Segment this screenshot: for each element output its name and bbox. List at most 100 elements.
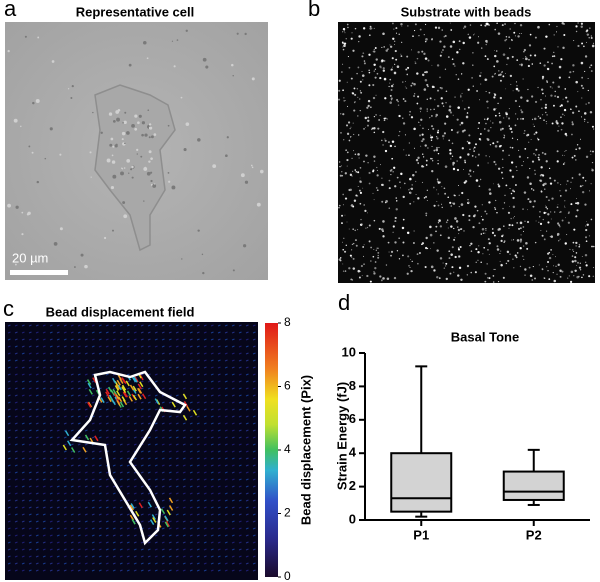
arrow	[168, 352, 172, 355]
speck	[231, 63, 234, 67]
bead	[535, 148, 538, 151]
arrow	[63, 534, 67, 537]
y-tick-label: 10	[342, 344, 356, 359]
bead	[347, 121, 351, 124]
arrow	[238, 380, 242, 383]
bead	[519, 265, 522, 268]
speck	[183, 148, 187, 152]
bead	[584, 120, 586, 122]
arrow	[140, 408, 144, 411]
arrow	[252, 324, 256, 327]
arrow	[128, 396, 133, 402]
bead	[441, 206, 443, 209]
arrow	[70, 485, 74, 488]
bead	[374, 47, 377, 49]
arrow	[133, 485, 137, 488]
bead	[449, 149, 452, 152]
arrow	[168, 464, 172, 467]
arrow	[49, 492, 53, 495]
arrow	[238, 478, 242, 481]
arrow	[231, 506, 235, 509]
bead	[423, 88, 427, 91]
bead	[375, 114, 377, 116]
arrow	[70, 562, 74, 565]
arrow	[91, 394, 95, 397]
arrow	[147, 352, 151, 355]
arrow	[231, 499, 235, 502]
arrow	[189, 485, 193, 488]
arrow	[161, 387, 165, 390]
bead	[520, 234, 522, 236]
arrow	[63, 345, 67, 348]
arrow	[224, 513, 228, 516]
arrow	[42, 457, 46, 460]
speck	[148, 123, 152, 126]
arrow	[196, 408, 200, 411]
arrow	[141, 393, 147, 400]
arrow	[175, 422, 179, 425]
bead	[485, 155, 487, 157]
bead	[489, 192, 492, 195]
arrow	[175, 380, 179, 383]
arrow	[238, 548, 242, 551]
arrow	[21, 373, 25, 376]
bead	[447, 196, 450, 199]
bead	[570, 270, 574, 274]
bead	[413, 83, 416, 86]
bead	[517, 35, 520, 38]
bead	[371, 129, 373, 131]
bead	[539, 222, 543, 226]
bead	[545, 195, 548, 198]
arrow	[91, 478, 95, 481]
bead	[361, 55, 364, 58]
bead	[545, 212, 547, 214]
arrow	[217, 506, 221, 509]
arrow	[21, 380, 25, 383]
bead	[480, 83, 482, 85]
bead	[372, 50, 375, 53]
bead	[341, 71, 343, 73]
bead	[485, 44, 487, 46]
bead	[538, 158, 541, 161]
bead	[377, 247, 379, 250]
arrow	[224, 527, 228, 530]
bead	[452, 161, 455, 165]
bead	[525, 57, 528, 61]
arrow	[210, 380, 214, 383]
bead	[589, 190, 591, 192]
arrow	[98, 506, 102, 509]
colorbar-tick-label: 2	[284, 506, 291, 520]
arrow	[224, 429, 228, 432]
bead	[380, 228, 384, 231]
arrow	[224, 555, 228, 558]
bead	[372, 255, 375, 258]
arrow	[137, 393, 142, 400]
speck	[150, 157, 153, 161]
arrow	[189, 324, 193, 327]
bead	[538, 221, 540, 223]
arrow	[133, 324, 137, 327]
bead	[425, 37, 428, 41]
bead	[522, 58, 524, 59]
bead	[411, 49, 412, 51]
bead	[466, 274, 469, 276]
arrow	[7, 541, 11, 544]
bead	[436, 180, 439, 182]
bead	[370, 246, 373, 249]
bead	[345, 124, 349, 127]
bead	[581, 42, 584, 45]
speck	[153, 133, 157, 136]
arrow	[91, 562, 95, 565]
bead	[438, 219, 441, 222]
bead	[392, 225, 395, 228]
bead	[560, 104, 563, 107]
arrow	[245, 485, 249, 488]
arrow	[56, 457, 60, 460]
arrow	[182, 457, 186, 460]
arrow	[140, 345, 144, 348]
bead	[402, 81, 404, 83]
arrow	[42, 464, 46, 467]
speck	[148, 160, 151, 163]
arrow	[133, 464, 137, 467]
arrow	[42, 415, 46, 418]
